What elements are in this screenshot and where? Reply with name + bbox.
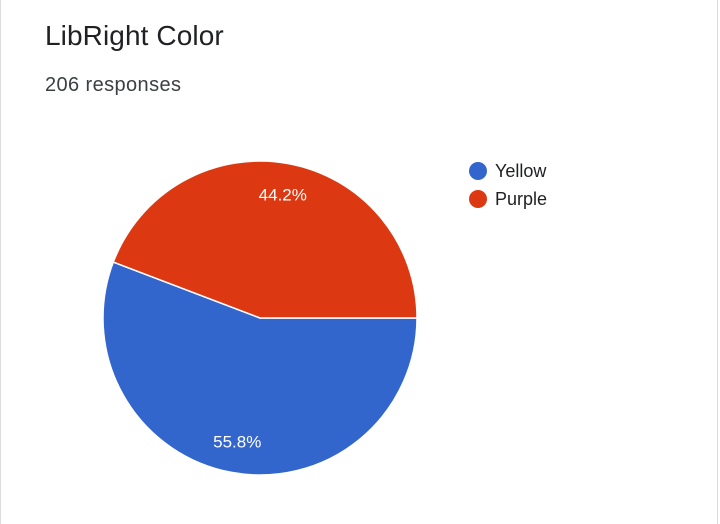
response-count: 206 responses xyxy=(45,74,182,96)
pie-slice-purple[interactable] xyxy=(112,160,418,319)
legend: Yellow Purple xyxy=(469,157,547,213)
legend-swatch-purple xyxy=(469,190,487,208)
pie-slice-yellow[interactable] xyxy=(102,261,418,476)
pie-label-yellow: 55.8% xyxy=(213,433,261,452)
chart-title: LibRight Color xyxy=(45,20,224,51)
legend-label-yellow: Yellow xyxy=(495,160,547,181)
legend-item-purple[interactable]: Purple xyxy=(469,185,547,213)
legend-item-yellow[interactable]: Yellow xyxy=(469,157,547,185)
legend-label-purple: Purple xyxy=(495,188,548,209)
legend-swatch-yellow xyxy=(469,162,487,180)
pie-label-purple: 44.2% xyxy=(259,185,307,204)
